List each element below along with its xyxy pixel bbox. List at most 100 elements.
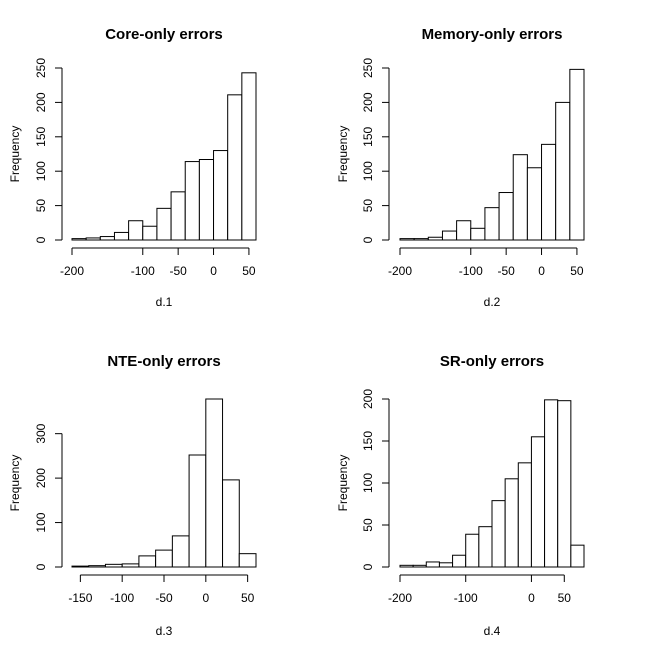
histogram-bar: [170, 191, 186, 241]
x-tick-label: -50: [497, 264, 515, 278]
histogram-bar: [142, 225, 158, 241]
histogram-bar: [399, 564, 414, 568]
histogram-bar: [138, 555, 157, 568]
x-axis-label: d.1: [156, 295, 173, 309]
y-tick-label: 200: [34, 468, 48, 488]
histogram-bar: [517, 462, 532, 568]
histogram-bar: [198, 159, 215, 241]
histogram-bar: [570, 544, 585, 568]
histogram-bar: [413, 238, 429, 241]
y-tick-label: 200: [361, 389, 375, 409]
chart-title: Core-only errors: [105, 26, 223, 43]
histogram-bar: [184, 161, 200, 241]
x-tick-label: -100: [131, 264, 155, 278]
y-tick-label: 150: [34, 126, 48, 146]
histogram-bar: [121, 563, 140, 568]
histogram-panel-1: -200 -100 -50 0 50 0 50 100 150 200 250 Core-only e…: [8, 26, 257, 309]
x-tick-label: -100: [454, 591, 478, 605]
x-tick-label: 0: [528, 591, 535, 605]
x-tick-label: -150: [68, 591, 92, 605]
x-axis-label: d.3: [156, 624, 173, 638]
chart-title: SR-only errors: [440, 353, 544, 370]
x-tick-label: 0: [202, 591, 209, 605]
histogram-bar: [504, 478, 519, 568]
histogram-panel-3: -150 -100 -50 0 50 0 100 200 300 NTE-only errors d…: [8, 353, 257, 638]
histogram-bar: [104, 563, 123, 568]
x-axis-label: d.2: [484, 295, 501, 309]
histogram-bar: [530, 436, 546, 568]
histogram-bar: [99, 236, 115, 241]
histogram-bar: [555, 101, 571, 241]
y-axis-label: Frequency: [8, 126, 22, 183]
x-tick-label: 0: [210, 264, 217, 278]
histogram-bar: [71, 565, 90, 568]
histogram-bar: [227, 94, 243, 241]
histogram-bar: [71, 238, 87, 241]
y-tick-label: 250: [34, 58, 48, 78]
y-axis-label: Frequency: [336, 455, 350, 512]
y-tick-label: 250: [361, 58, 375, 78]
y-tick-label: 100: [361, 161, 375, 181]
y-tick-label: 0: [34, 563, 48, 570]
histogram-bar: [438, 562, 454, 568]
histogram-bar: [512, 154, 528, 241]
x-tick-label: -50: [169, 264, 187, 278]
histogram-bar: [85, 237, 101, 241]
histogram-bar: [425, 561, 440, 568]
y-tick-label: 150: [361, 431, 375, 451]
histogram-bar: [484, 207, 500, 241]
histogram-bar: [452, 554, 467, 568]
y-tick-label: 150: [361, 126, 375, 146]
histogram-bar: [155, 549, 173, 568]
y-tick-label: 200: [34, 92, 48, 112]
histogram-bar: [113, 231, 130, 241]
histogram-bar: [399, 238, 415, 241]
y-tick-label: 100: [361, 473, 375, 493]
x-tick-label: -200: [388, 264, 412, 278]
chart-title: NTE-only errors: [107, 353, 220, 370]
histogram-bar: [427, 236, 443, 241]
histogram-bar: [441, 230, 458, 241]
histogram-bar: [188, 454, 207, 568]
y-tick-label: 0: [34, 236, 48, 243]
histogram-bar: [465, 533, 480, 568]
histogram-bar: [526, 167, 543, 241]
chart-title: Memory-only errors: [422, 26, 563, 43]
y-tick-label: 50: [361, 518, 375, 532]
histogram-bar: [557, 400, 572, 568]
y-tick-label: 300: [34, 423, 48, 443]
histogram-bar: [478, 526, 493, 568]
histogram-panel-2: -200 -100 -50 0 50 0 50 100 150 200 250 Memory-only…: [336, 26, 585, 309]
y-tick-label: 50: [34, 199, 48, 213]
x-tick-label: -200: [60, 264, 84, 278]
histogram-bar: [171, 535, 190, 568]
histogram-bar: [569, 68, 585, 241]
histogram-bar: [222, 479, 240, 568]
histogram-bar: [456, 220, 472, 241]
histogram-bar: [541, 143, 557, 241]
y-tick-label: 100: [34, 512, 48, 532]
x-tick-label: -100: [459, 264, 483, 278]
histogram-panel-4: -200 -100 0 50 0 50 100 150 200 SR-only errors d.4…: [336, 353, 585, 638]
histogram-bar: [498, 192, 514, 241]
y-tick-label: 50: [361, 199, 375, 213]
x-tick-label: 50: [570, 264, 584, 278]
x-tick-label: 0: [538, 264, 545, 278]
histogram-bar: [88, 565, 106, 568]
x-tick-label: -200: [388, 591, 412, 605]
histogram-bar: [412, 564, 427, 568]
x-axis-label: d.4: [484, 624, 501, 638]
histogram-bar: [128, 220, 144, 241]
y-tick-label: 100: [34, 161, 48, 181]
histogram-bar: [491, 500, 506, 568]
histogram-bar: [213, 150, 229, 241]
y-axis-label: Frequency: [8, 455, 22, 512]
histogram-bar: [544, 399, 559, 568]
x-tick-label: 50: [241, 591, 255, 605]
histogram-bar: [470, 227, 486, 241]
histogram-bar: [156, 207, 172, 241]
y-tick-label: 200: [361, 92, 375, 112]
x-tick-label: 50: [242, 264, 256, 278]
x-tick-label: -50: [155, 591, 173, 605]
